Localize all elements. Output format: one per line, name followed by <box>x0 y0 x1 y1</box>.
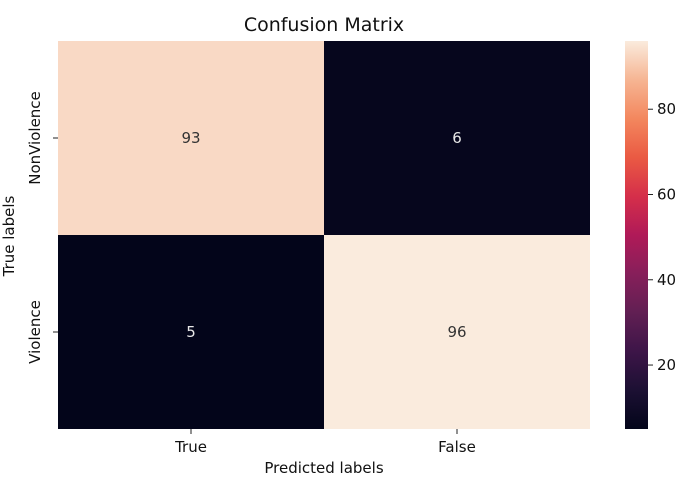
x-axis-label: Predicted labels <box>264 459 383 477</box>
colorbar-tick-label: 80 <box>657 100 676 118</box>
colorbar <box>625 41 648 429</box>
heatmap-cell <box>58 41 324 235</box>
cell-value-label: 5 <box>186 323 196 341</box>
y-tick-label: NonViolence <box>26 91 44 185</box>
colorbar-tick-label: 60 <box>657 185 676 203</box>
x-tick-label: False <box>438 438 476 456</box>
chart-title: Confusion Matrix <box>244 14 404 36</box>
colorbar-tick-label: 20 <box>657 356 676 374</box>
cell-value-label: 96 <box>447 323 466 341</box>
heatmap-cell <box>58 235 324 429</box>
colorbar-tick-label: 40 <box>657 271 676 289</box>
y-axis-label: True labels <box>0 195 18 277</box>
x-tick-label: True <box>174 438 207 456</box>
y-tick-label: Violence <box>26 300 44 364</box>
cell-value-label: 6 <box>452 129 462 147</box>
colorbar-ticks: 20 40 60 80 <box>648 100 676 374</box>
heatmap-cell <box>324 41 590 235</box>
heatmap-cells: 93 6 5 96 <box>58 41 590 429</box>
y-axis-ticks: NonViolence Violence <box>26 91 58 364</box>
cell-value-label: 93 <box>181 129 200 147</box>
x-axis-ticks: True False <box>174 429 476 456</box>
heatmap-cell <box>324 235 590 429</box>
